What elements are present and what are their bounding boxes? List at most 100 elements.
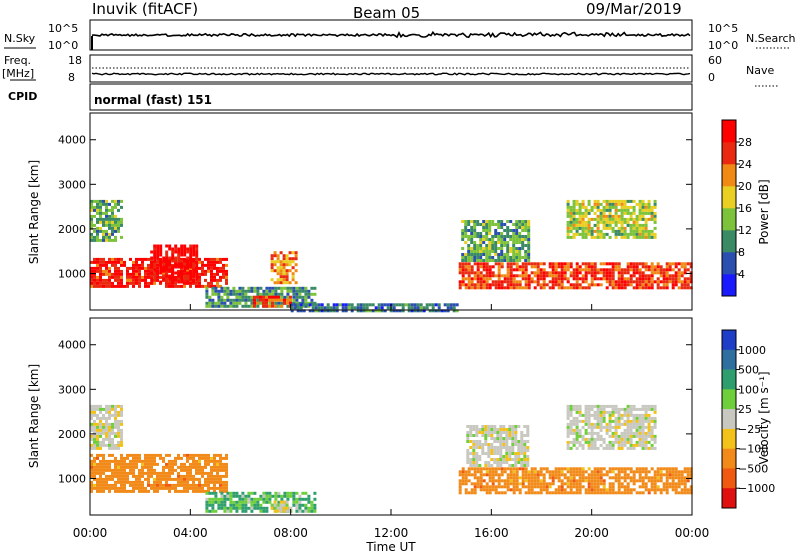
- power-echo-cell: [608, 235, 612, 239]
- power-echo-cell: [479, 241, 483, 244]
- velocity-echo-cell: [479, 473, 483, 477]
- velocity-echo-cell: [229, 509, 233, 513]
- velocity-echo-cell: [487, 428, 491, 431]
- velocity-echo-cell: [632, 422, 636, 426]
- velocity-echo-cell: [520, 443, 524, 446]
- velocity-echo-cell: [520, 440, 524, 443]
- velocity-echo-cell: [511, 464, 515, 467]
- velocity-echo-cell: [502, 443, 506, 446]
- power-echo-cell: [647, 211, 651, 215]
- velocity-echo-cell: [505, 461, 509, 464]
- power-echo-cell: [253, 289, 257, 293]
- velocity-echo-cell: [105, 422, 108, 426]
- velocity-echo-cell: [514, 443, 518, 446]
- power-echo-cell: [214, 289, 218, 293]
- power-echo-cell: [629, 277, 633, 281]
- velocity-echo-cell: [144, 453, 147, 457]
- velocity-echo-cell: [117, 489, 120, 493]
- velocity-echo-cell: [680, 482, 684, 486]
- velocity-echo-cell: [587, 440, 591, 444]
- power-echo-cell: [614, 211, 618, 215]
- power-echo-cell: [186, 265, 190, 269]
- velocity-echo-cell: [126, 453, 129, 457]
- power-echo-cell: [641, 280, 645, 284]
- power-echo-cell: [503, 259, 507, 262]
- power-echo-cell: [605, 277, 609, 281]
- power-echo-cell: [150, 280, 154, 284]
- velocity-echo-cell: [608, 419, 612, 423]
- power-echo-cell: [485, 262, 489, 266]
- power-echo-cell: [323, 309, 327, 313]
- power-echo-cell: [186, 259, 190, 263]
- velocity-echo-cell: [614, 434, 618, 438]
- power-echo-cell: [611, 268, 615, 272]
- power-echo-cell: [518, 283, 522, 287]
- velocity-echo-cell: [102, 437, 105, 441]
- power-echo-cell: [256, 286, 260, 290]
- power-echo-cell: [638, 262, 642, 266]
- velocity-echo-cell: [505, 449, 509, 452]
- velocity-echo-cell: [502, 440, 506, 443]
- velocity-echo-cell: [219, 462, 222, 466]
- velocity-echo-cell: [189, 471, 192, 475]
- velocity-echo-cell: [217, 503, 221, 507]
- velocity-echo-cell: [238, 506, 242, 510]
- power-echo-cell: [554, 274, 558, 278]
- power-echo-cell: [282, 263, 286, 267]
- power-echo-cell: [641, 199, 645, 203]
- power-echo-cell: [117, 217, 120, 221]
- velocity-echo-cell: [111, 437, 114, 441]
- power-echo-cell: [90, 208, 93, 212]
- velocity-echo-cell: [608, 467, 612, 471]
- power-echo-cell: [210, 272, 213, 276]
- power-echo-cell: [506, 229, 510, 232]
- velocity-echo-cell: [90, 437, 93, 441]
- power-echo-cell: [211, 301, 215, 305]
- velocity-echo-cell: [683, 476, 687, 480]
- velocity-echo-cell: [289, 494, 293, 498]
- velocity-echo-cell: [117, 422, 120, 426]
- velocity-echo-cell: [578, 467, 582, 471]
- power-echo-cell: [320, 303, 324, 307]
- power-echo-cell: [126, 272, 129, 276]
- power-echo-cell: [449, 303, 453, 307]
- velocity-echo-cell: [213, 474, 216, 478]
- velocity-echo-cell: [183, 474, 186, 478]
- power-echo-cell: [413, 303, 417, 307]
- velocity-echo-cell: [563, 488, 567, 492]
- power-echo-cell: [201, 263, 204, 267]
- power-echo-cell: [120, 272, 123, 276]
- power-echo-cell: [674, 280, 678, 284]
- power-echo-cell: [262, 304, 265, 308]
- power-echo-cell: [108, 266, 111, 270]
- nsearch-tick-top: 10^5: [708, 22, 738, 35]
- velocity-echo-cell: [626, 473, 630, 477]
- velocity-echo-cell: [271, 494, 275, 498]
- power-echo-cell: [265, 301, 268, 305]
- power-echo-cell: [102, 281, 105, 285]
- power-echo-cell: [174, 247, 178, 251]
- power-echo-cell: [392, 303, 396, 307]
- power-echo-cell: [192, 271, 196, 275]
- power-echo-cell: [180, 244, 184, 248]
- velocity-echo-cell: [120, 477, 123, 481]
- power-echo-cell: [575, 220, 579, 224]
- velocity-echo-cell: [641, 413, 645, 417]
- power-echo-cell: [602, 199, 606, 203]
- power-echo-cell: [512, 280, 516, 284]
- velocity-echo-cell: [587, 422, 591, 426]
- velocity-echo-cell: [644, 431, 648, 435]
- power-echo-cell: [677, 280, 681, 284]
- velocity-echo-cell: [596, 470, 600, 474]
- velocity-echo-cell: [662, 488, 666, 492]
- velocity-echo-region: [566, 404, 657, 450]
- power-echo-cell: [156, 266, 159, 270]
- velocity-echo-cell: [108, 437, 111, 441]
- power-echo-cell: [464, 265, 468, 269]
- power-echo-cell: [575, 280, 579, 284]
- velocity-echo-cell: [207, 453, 210, 457]
- power-echo-cell: [638, 217, 642, 221]
- velocity-echo-cell: [201, 471, 204, 475]
- velocity-echo-cell: [90, 459, 93, 463]
- power-echo-cell: [291, 278, 295, 282]
